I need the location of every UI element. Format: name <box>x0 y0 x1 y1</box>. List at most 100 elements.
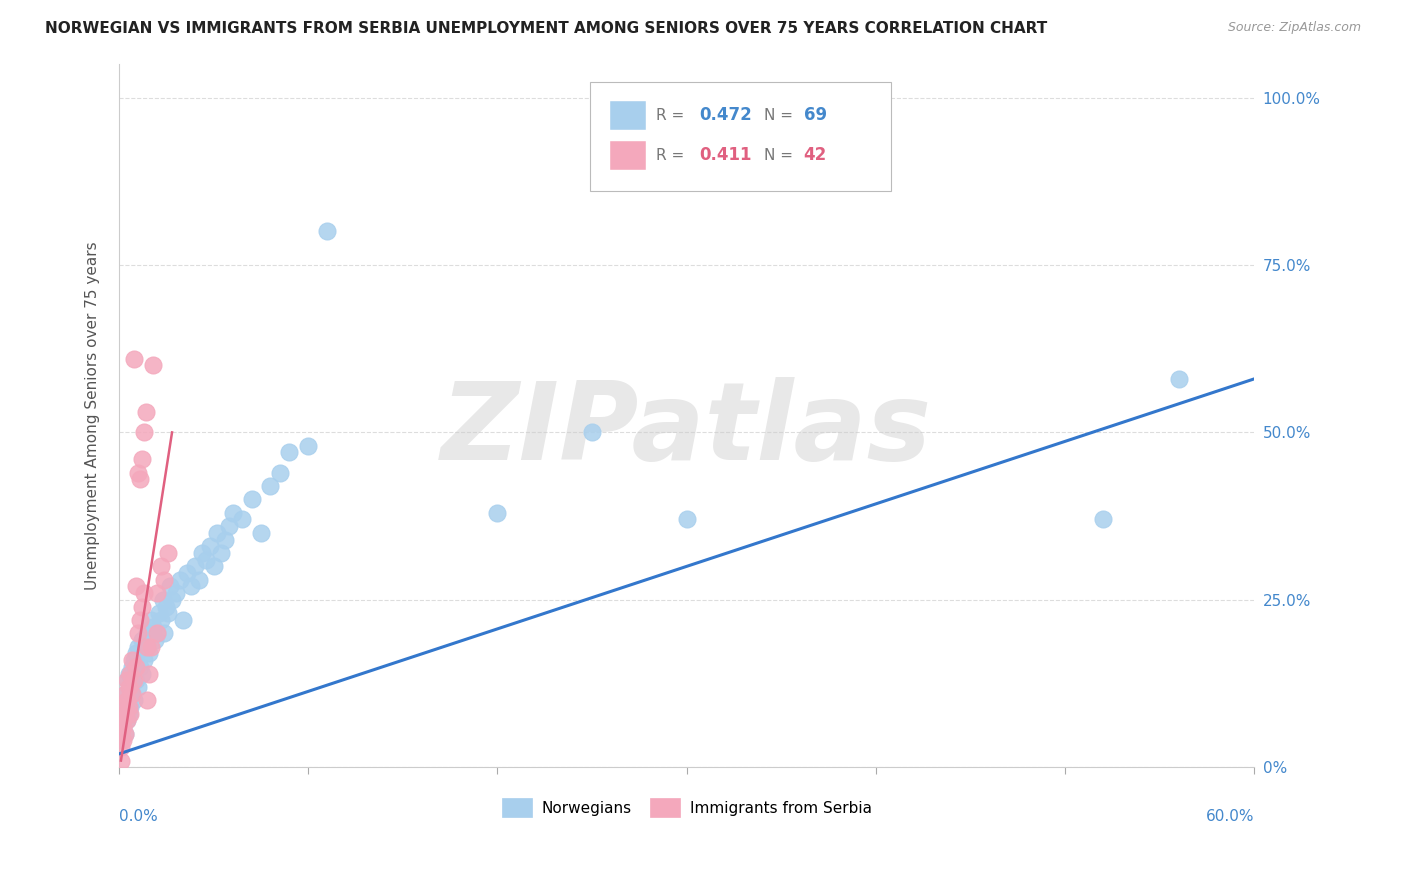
Point <box>269 466 291 480</box>
Point <box>146 586 169 600</box>
Point <box>153 626 176 640</box>
Point <box>132 653 155 667</box>
Point <box>141 613 163 627</box>
Point <box>198 539 221 553</box>
Point <box>142 359 165 373</box>
Point <box>125 579 148 593</box>
Point <box>172 613 194 627</box>
Text: 69: 69 <box>804 106 827 124</box>
Point <box>122 653 145 667</box>
Point <box>117 700 139 714</box>
Point <box>180 579 202 593</box>
Point <box>149 559 172 574</box>
Point <box>141 640 163 654</box>
Text: N =: N = <box>763 108 797 123</box>
Point <box>138 666 160 681</box>
Text: R =: R = <box>657 148 689 163</box>
Point <box>128 472 150 486</box>
Point <box>155 599 177 614</box>
Point <box>111 706 134 721</box>
Point <box>110 714 132 728</box>
Point <box>120 706 142 721</box>
Point <box>120 700 142 714</box>
Point <box>128 660 150 674</box>
Point <box>110 754 132 768</box>
Point <box>149 613 172 627</box>
Point <box>115 673 138 688</box>
Point <box>214 533 236 547</box>
FancyBboxPatch shape <box>591 82 891 191</box>
Point <box>297 439 319 453</box>
Point <box>146 626 169 640</box>
Point <box>127 680 149 694</box>
Text: R =: R = <box>657 108 689 123</box>
Point <box>110 727 132 741</box>
Text: N =: N = <box>763 148 797 163</box>
Legend: Norwegians, Immigrants from Serbia: Norwegians, Immigrants from Serbia <box>496 792 877 823</box>
Point <box>117 693 139 707</box>
Point <box>122 673 145 688</box>
Point <box>110 733 132 747</box>
Point <box>207 525 229 540</box>
Point <box>127 466 149 480</box>
Point <box>159 579 181 593</box>
Point <box>131 452 153 467</box>
Point <box>115 714 138 728</box>
Point <box>316 225 339 239</box>
Point <box>117 706 139 721</box>
Point <box>135 405 157 419</box>
Point <box>128 613 150 627</box>
Point <box>131 633 153 648</box>
Point <box>218 519 240 533</box>
Point <box>122 351 145 366</box>
Point <box>136 693 159 707</box>
Point <box>117 680 139 694</box>
Point <box>259 479 281 493</box>
Point <box>209 546 232 560</box>
Point <box>143 633 166 648</box>
Point <box>184 559 207 574</box>
Text: 0.0%: 0.0% <box>120 809 157 824</box>
Point <box>111 733 134 747</box>
Point <box>581 425 603 440</box>
Point <box>157 546 180 560</box>
Point <box>250 525 273 540</box>
Point <box>221 506 243 520</box>
Point <box>770 90 793 104</box>
Point <box>486 506 509 520</box>
Point <box>675 512 697 526</box>
Point <box>122 693 145 707</box>
Point <box>115 693 138 707</box>
Point <box>125 660 148 674</box>
Point <box>240 492 263 507</box>
Point <box>121 687 143 701</box>
Point <box>114 700 136 714</box>
Point <box>153 573 176 587</box>
Point <box>111 720 134 734</box>
Point <box>136 626 159 640</box>
Point <box>160 592 183 607</box>
Point <box>1091 512 1114 526</box>
Point <box>169 573 191 587</box>
Point <box>121 687 143 701</box>
Point <box>278 445 301 459</box>
Point <box>114 687 136 701</box>
Point <box>131 599 153 614</box>
Point <box>152 592 174 607</box>
Point <box>165 586 187 600</box>
Text: 0.411: 0.411 <box>699 146 752 164</box>
Point <box>127 626 149 640</box>
Point <box>121 653 143 667</box>
Point <box>125 673 148 688</box>
FancyBboxPatch shape <box>610 101 645 130</box>
Point <box>111 720 134 734</box>
Text: 42: 42 <box>804 146 827 164</box>
Point <box>120 666 142 681</box>
Text: 60.0%: 60.0% <box>1206 809 1254 824</box>
Point <box>120 680 142 694</box>
Point <box>231 512 253 526</box>
Y-axis label: Unemployment Among Seniors over 75 years: Unemployment Among Seniors over 75 years <box>86 242 100 590</box>
Point <box>132 586 155 600</box>
Point <box>148 606 170 620</box>
Point <box>131 666 153 681</box>
